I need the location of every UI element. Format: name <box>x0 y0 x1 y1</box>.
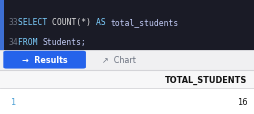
FancyBboxPatch shape <box>3 51 86 69</box>
Text: total_students: total_students <box>110 18 179 27</box>
Text: AS: AS <box>96 18 110 27</box>
Bar <box>0 70 254 114</box>
Text: COUNT(*): COUNT(*) <box>52 18 96 27</box>
Text: FROM: FROM <box>18 38 43 47</box>
Text: ↗  Chart: ↗ Chart <box>102 56 135 65</box>
Text: →  Results: → Results <box>22 56 67 65</box>
Text: 34: 34 <box>8 38 18 47</box>
Text: SELECT: SELECT <box>18 18 52 27</box>
Text: 16: 16 <box>236 97 246 106</box>
Text: 33: 33 <box>8 18 18 27</box>
Text: Students;: Students; <box>43 38 86 47</box>
Text: 1: 1 <box>10 97 15 106</box>
Bar <box>0 0 4 50</box>
Bar <box>0 50 254 70</box>
Bar <box>0 70 254 89</box>
Text: TOTAL_STUDENTS: TOTAL_STUDENTS <box>164 75 246 84</box>
